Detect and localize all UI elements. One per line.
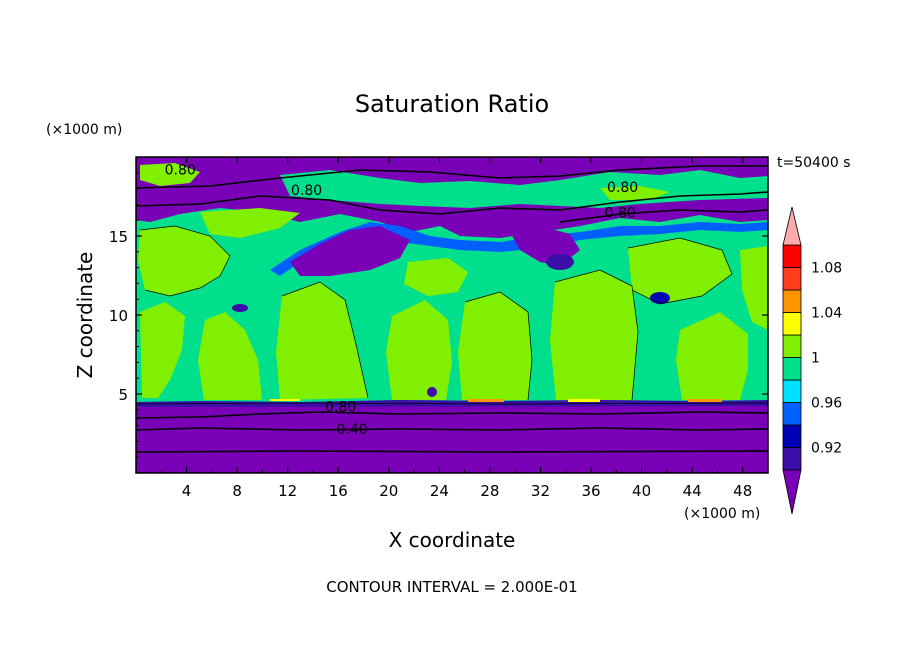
x-tick-label: 36 <box>581 482 600 500</box>
x-tick-label: 40 <box>632 482 651 500</box>
field-lower-layer <box>136 402 768 473</box>
contour-upper-3 <box>559 209 768 223</box>
field-base-strip-4 <box>270 399 300 401</box>
x-tick-label: 4 <box>182 482 192 500</box>
y-tick-label: 15 <box>109 228 128 246</box>
contour-lines <box>136 165 768 453</box>
x-tick-label: 12 <box>278 482 297 500</box>
contour-thin-1 <box>139 225 231 297</box>
field-upper-patch-4 <box>600 186 670 200</box>
contour-upper-2 <box>136 165 768 189</box>
contour-label: 0.80 <box>291 183 322 199</box>
contour-lines-thin <box>136 225 768 405</box>
chart-title: Saturation Ratio <box>355 90 549 118</box>
colorbar-tick-label: 0.96 <box>811 396 842 412</box>
contour-label: 0.80 <box>607 180 638 196</box>
field-mid-patch-1 <box>138 226 230 296</box>
field-base-strip-3 <box>688 399 722 402</box>
x-tick-label: 20 <box>379 482 398 500</box>
colorbar-box <box>782 312 802 336</box>
colorbar-box <box>782 289 802 313</box>
contour-thin-5 <box>627 237 733 305</box>
colorbar-box <box>782 424 802 448</box>
colorbar-tick-label: 1 <box>811 351 820 367</box>
colorbar-extend-high <box>782 206 802 246</box>
field-blob-2 <box>427 387 437 397</box>
colorbar-box <box>782 267 802 291</box>
colorbar-box <box>782 447 802 471</box>
y-tick-label: 10 <box>109 307 128 325</box>
contour-label: 0.40 <box>337 422 368 438</box>
colorbar-box <box>782 402 802 426</box>
time-label: t=50400 s <box>777 155 851 171</box>
x-tick-label: 28 <box>480 482 499 500</box>
field-upper-patch-3 <box>200 208 300 238</box>
field-mid-patch-2 <box>140 302 185 398</box>
field-base-strip-2 <box>568 399 600 402</box>
x-axis-label: X coordinate <box>389 528 516 552</box>
field-mid-patch-3 <box>198 312 262 400</box>
contour-thin-4 <box>554 269 639 401</box>
colorbar-box <box>782 357 802 381</box>
contour-upper-1 <box>136 191 768 215</box>
field-mid-patch-5 <box>404 258 468 296</box>
field-blob-1 <box>650 292 670 304</box>
field-mid-patch-9 <box>628 238 732 304</box>
field-blob-4 <box>546 254 574 270</box>
colorbar-tick-label: 1.04 <box>811 306 842 322</box>
field-mid-patch-11 <box>740 246 768 330</box>
contour-interval-footer: CONTOUR INTERVAL = 2.000E-01 <box>326 578 577 596</box>
field-blob-3 <box>232 304 248 312</box>
contour-060 <box>136 411 768 419</box>
x-tick-label: 32 <box>531 482 550 500</box>
field-mid-patch-6 <box>386 300 452 400</box>
contour-label: 0.80 <box>165 163 196 179</box>
contour-thin-6 <box>136 402 768 405</box>
y-unit-label: (×1000 m) <box>46 122 122 138</box>
contour-020 <box>136 450 768 453</box>
x-tick-label: 48 <box>733 482 752 500</box>
field-mid-patch-8 <box>550 270 638 400</box>
contour-thin-3 <box>464 291 533 401</box>
field-base-strip-1 <box>468 399 504 402</box>
x-tick-label: 16 <box>329 482 348 500</box>
x-axis-ticks: 4 8 12 16 20 24 28 32 36 40 44 48 <box>160 157 752 500</box>
plot-field <box>136 157 768 473</box>
contour-thin-2 <box>281 281 369 399</box>
colorbar: 0.92 0.96 1 1.04 1.08 <box>782 206 842 515</box>
x-tick-label: 44 <box>683 482 702 500</box>
y-tick-label: 5 <box>118 386 128 404</box>
contour-040 <box>136 427 768 431</box>
field-dry-pocket <box>290 226 410 276</box>
colorbar-box <box>782 334 802 358</box>
x-unit-label: (×1000 m) <box>684 506 760 522</box>
colorbar-tick-label: 0.92 <box>811 441 842 457</box>
field-mid-patch-10 <box>676 312 748 400</box>
contour-label: 0.80 <box>325 400 356 416</box>
contour-labels: 0.80 0.80 0.80 0.80 0.80 0.40 <box>165 163 639 438</box>
field-upper-patch-1 <box>140 163 200 186</box>
y-axis-label: Z coordinate <box>73 252 97 379</box>
x-tick-label: 24 <box>430 482 449 500</box>
x-tick-label: 8 <box>232 482 242 500</box>
field-mid-patch-4 <box>276 282 368 400</box>
colorbar-extend-low <box>782 469 802 515</box>
colorbar-box <box>782 244 802 268</box>
colorbar-tick-label: 1.08 <box>811 261 842 277</box>
y-axis-ticks: 5 10 15 <box>109 172 768 458</box>
colorbar-box <box>782 379 802 403</box>
contour-label: 0.80 <box>605 205 636 221</box>
field-mid-patch-7 <box>458 292 532 400</box>
